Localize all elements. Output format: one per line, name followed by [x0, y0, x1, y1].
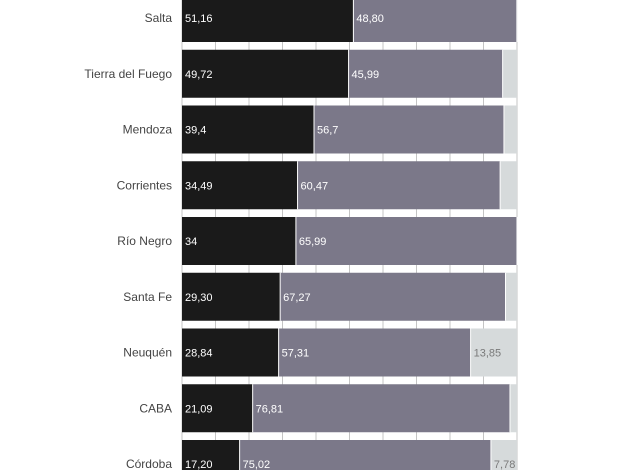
value-label: 7,78 [494, 459, 515, 470]
value-label: 29,30 [185, 292, 213, 304]
value-label: 56,7 [317, 125, 338, 137]
bar-segment [348, 49, 503, 98]
bar-segment [353, 0, 517, 42]
bar-segment [509, 384, 517, 433]
value-label: 34,49 [185, 180, 213, 192]
bar-segment [470, 328, 517, 377]
bar-segment [252, 384, 510, 433]
bar-segment [297, 161, 501, 210]
value-label: 51,16 [185, 13, 213, 25]
bar-segment [503, 105, 517, 154]
bar-segment [182, 328, 279, 377]
bar-row: Río Negro 34 65,99 [117, 217, 518, 265]
bar-segment [278, 328, 471, 377]
value-label: 28,84 [185, 348, 213, 360]
category-label: Corrientes [117, 178, 172, 192]
bar-segment [502, 49, 517, 98]
bar-row: Corrientes 34,49 60,47 [117, 161, 517, 210]
category-label: Tierra del Fuego [84, 67, 172, 81]
value-label: 60,47 [301, 180, 329, 192]
bar-row: Neuquén 28,84 57,31 13,85 [123, 328, 517, 377]
bar-row: Tierra del Fuego 49,72 45,99 [84, 49, 517, 98]
category-label: Mendoza [123, 123, 173, 137]
bar-row: Salta 51,16 48,80 [145, 0, 518, 42]
value-label: 65,99 [299, 236, 327, 248]
bar-row: CABA 21,09 76,81 [139, 384, 517, 433]
bar-segment [239, 440, 491, 470]
value-label: 13,85 [474, 348, 502, 360]
value-label: 21,09 [185, 403, 213, 415]
value-label: 76,81 [256, 403, 284, 415]
category-label: CABA [139, 401, 172, 415]
value-label: 17,20 [185, 459, 213, 470]
bar-segment [295, 217, 517, 265]
value-label: 39,4 [185, 125, 206, 137]
bar-segment [182, 49, 349, 98]
value-label: 57,31 [282, 348, 310, 360]
category-label: Córdoba [126, 457, 172, 470]
category-label: Santa Fe [123, 290, 172, 304]
bar-segment [505, 272, 517, 321]
bar-row: Mendoza 39,4 56,7 [123, 105, 517, 154]
value-label: 48,80 [356, 13, 384, 25]
bar-segment [490, 440, 517, 470]
bar-segment [182, 161, 298, 210]
bar-segment [182, 272, 281, 321]
value-label: 49,72 [185, 69, 213, 81]
bar-segment [182, 440, 240, 470]
bar-segment [313, 105, 504, 154]
bar-row: Santa Fe 29,30 67,27 [123, 272, 517, 321]
category-label: Río Negro [117, 234, 172, 248]
bar-segment [182, 0, 354, 42]
value-label: 34 [185, 236, 197, 248]
value-label: 45,99 [352, 69, 380, 81]
bar-segment [182, 384, 253, 433]
category-label: Neuquén [123, 346, 172, 360]
bar-segment [182, 217, 296, 265]
bar-segment [280, 272, 506, 321]
bar-segment [182, 105, 314, 154]
value-label: 67,27 [283, 292, 311, 304]
bar-row: Córdoba 17,20 75,02 7,78 [126, 440, 517, 470]
category-label: Salta [145, 11, 173, 25]
value-label: 75,02 [243, 459, 271, 470]
bar-segment [500, 161, 517, 210]
